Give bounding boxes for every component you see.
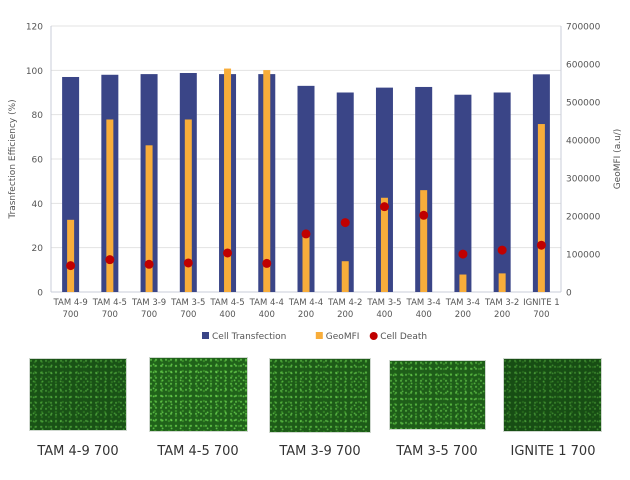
image-label: TAM 3-9 700 [279,444,361,459]
bar-geomfi [420,190,428,292]
x-tick-label: TAM 4-5 [92,298,127,308]
point-cell-death [223,248,233,258]
y2-tick-label: 200000 [566,213,601,223]
x-tick-label: 400 [416,310,432,320]
point-cell-death [105,255,115,265]
legend-marker [202,332,209,339]
bar-geomfi [184,119,192,292]
x-tick-label: TAM 3-9 [131,298,166,308]
bar-cell-transfection [493,92,511,292]
point-cell-death [536,240,546,250]
microscopy-image-1 [29,358,127,431]
legend-marker-cell-death [369,332,378,340]
combo-chart: 0 20 40 60 80 100 120 0 100000 200000 300000 400000… [8,23,623,343]
x-tick-label: TAM 4-4 [288,298,323,308]
microscopy-image-4 [389,360,486,430]
bar-geomfi [498,273,506,292]
x-tick-label: 200 [494,310,510,320]
point-cell-death [66,261,76,271]
x-tick-label: 200 [337,310,353,320]
y-tick-label: 60 [32,156,44,166]
y2-tick-label: 100000 [566,251,601,261]
legend-label: GeoMFI [326,332,360,342]
x-tick-label: TAM 3-5 [366,298,401,308]
y2-tick-label: 0 [566,289,572,299]
bar-geomfi [380,197,388,292]
x-tick-label: 400 [376,310,392,320]
x-tick-label: TAM 4-4 [249,298,284,308]
bar-cell-transfection [415,86,433,292]
point-cell-death [301,229,311,239]
y-tick-label: 120 [26,23,43,33]
bar-cell-transfection [62,76,80,292]
y-tick-label: 20 [32,244,44,254]
bar-geomfi [145,145,153,292]
x-tick-label: TAM 3-5 [170,298,205,308]
bar-geomfi [341,261,349,292]
x-tick-label: TAM 4-2 [327,298,362,308]
x-tick-label: 700 [180,310,196,320]
bar-cell-transfection [336,92,354,292]
x-tick-label: TAM 3-2 [484,298,519,308]
x-tick-label: TAM 4-5 [209,298,244,308]
point-cell-death [379,202,389,212]
legend-label: Cell Death [380,332,427,342]
y-tick-label: 80 [32,111,44,121]
x-tick-label: 700 [102,310,118,320]
x-tick-label: TAM 3-4 [445,298,480,308]
x-tick-label: TAM 3-4 [406,298,441,308]
point-cell-death [262,258,272,268]
image-label: TAM 4-9 700 [37,444,119,459]
y2-tick-label: 600000 [566,61,601,71]
y-tick-label: 0 [37,289,43,299]
y-axis-title: Trasnfection Efficiency (%) [8,99,18,219]
x-tick-label: 400 [219,310,235,320]
bar-geomfi [224,68,232,292]
y-tick-label: 40 [32,200,44,210]
x-tick-label: 400 [259,310,275,320]
bar-geomfi [459,274,467,292]
bar-cell-transfection [454,94,472,292]
x-tick-label: 200 [455,310,471,320]
y2-tick-label: 300000 [566,175,601,185]
point-cell-death [144,259,154,269]
bar-geomfi [106,119,114,292]
bar-geomfi [67,219,75,292]
point-cell-death [183,258,193,268]
x-tick-label: IGNITE 1 [523,298,560,308]
x-tick-label: 200 [298,310,314,320]
legend-marker [315,332,323,339]
point-cell-death [497,245,507,255]
legend-label: Cell Transfection [212,332,286,342]
microscopy-image-3 [269,358,371,433]
x-tick-label: 700 [141,310,157,320]
image-label: IGNITE 1 700 [510,444,596,459]
point-cell-death [458,249,468,259]
y2-tick-label: 400000 [566,137,601,147]
bar-geomfi [302,234,310,292]
y2-tick-label: 700000 [566,23,601,33]
x-tick-label: TAM 4-9 [52,298,87,308]
y2-tick-label: 500000 [566,99,601,109]
bar-geomfi [537,124,545,292]
y-tick-label: 100 [26,67,43,77]
x-tick-label: 700 [62,310,78,320]
bar-cell-transfection [297,85,315,292]
point-cell-death [419,210,429,220]
x-tick-label: 700 [533,310,549,320]
y2-axis-title: GeoMFI (a.u/) [613,129,623,190]
image-label: TAM 3-5 700 [396,444,478,459]
point-cell-death [340,218,350,228]
bar-cell-transfection [375,87,393,292]
image-label: TAM 4-5 700 [157,444,239,459]
microscopy-image-5 [503,358,602,432]
microscopy-image-2 [149,357,248,432]
bar-geomfi [263,70,271,292]
